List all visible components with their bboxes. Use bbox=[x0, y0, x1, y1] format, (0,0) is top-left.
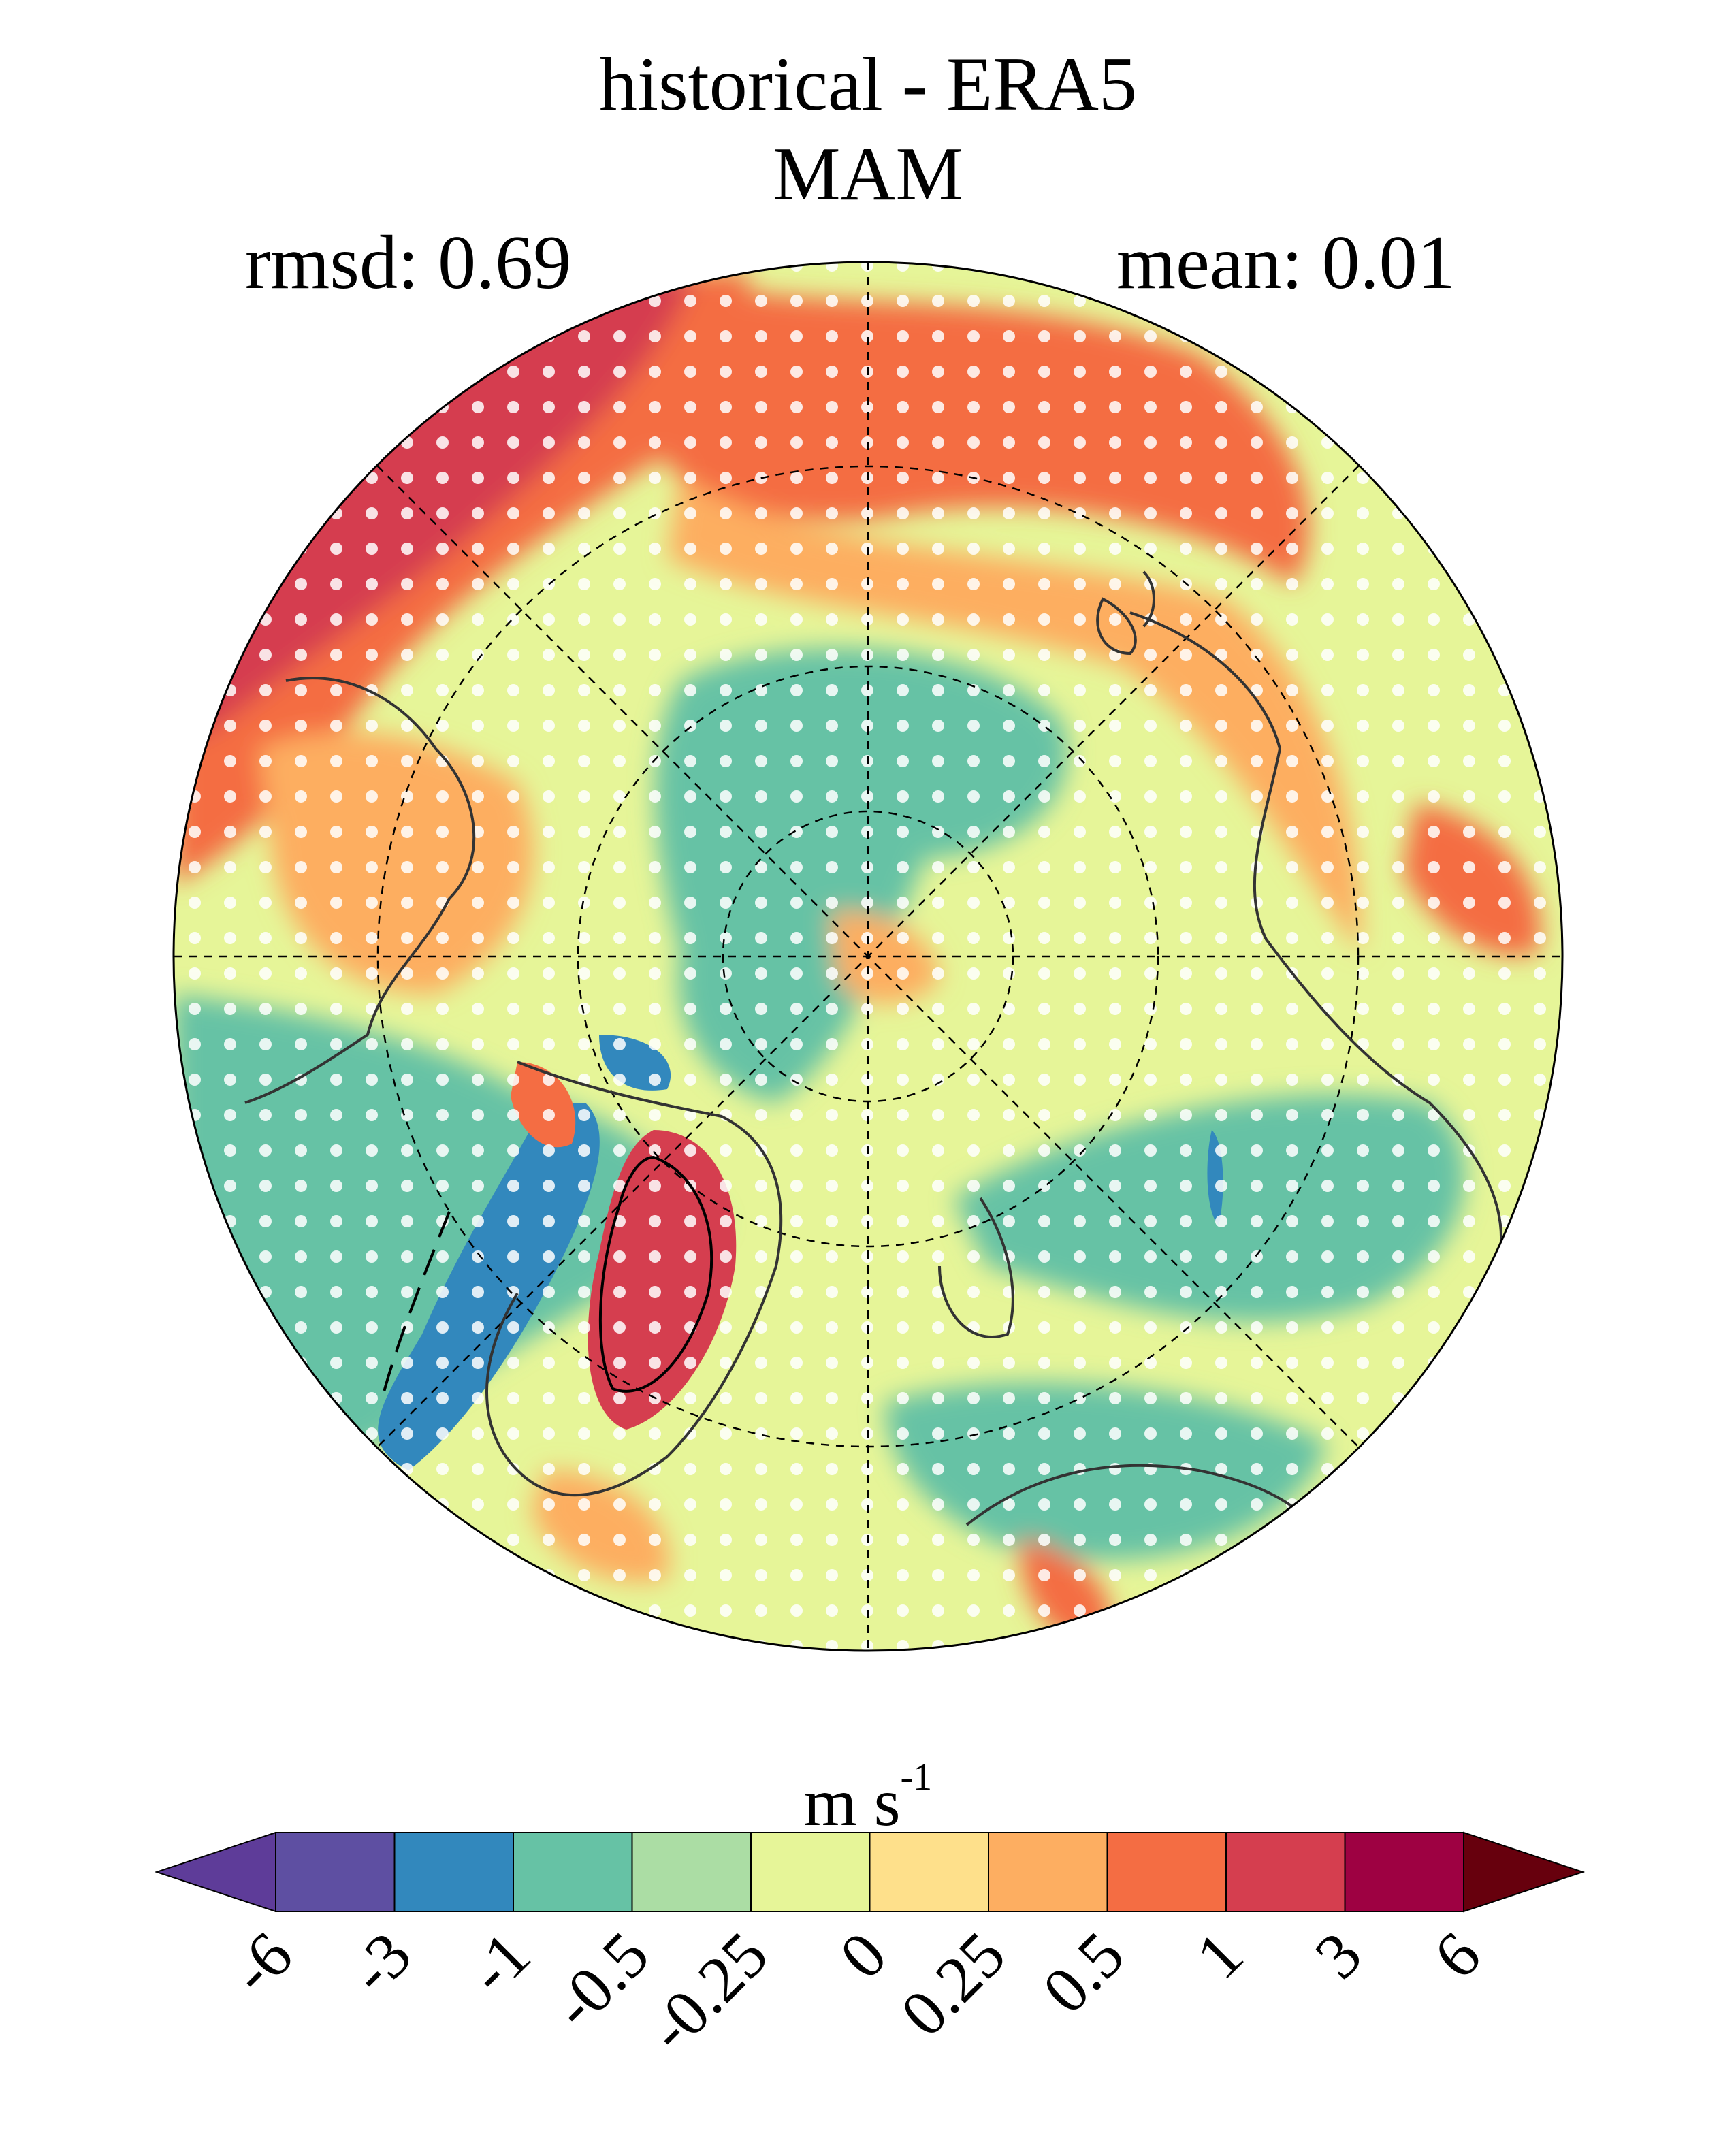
colorbar-box bbox=[513, 1832, 633, 1912]
colorbar-tick-label: -0.25 bbox=[634, 1918, 782, 2065]
map-field bbox=[174, 262, 1562, 1651]
graticule bbox=[174, 262, 1562, 1651]
colorbar-box bbox=[275, 1832, 396, 1912]
mean-label: mean: 0.01 bbox=[1116, 221, 1456, 305]
contour-dashed bbox=[380, 1211, 451, 1403]
colorbar-tick-label: -3 bbox=[335, 1918, 425, 2007]
colorbar-tick-label: 6 bbox=[1419, 1918, 1494, 1992]
colorbar-box bbox=[1225, 1832, 1346, 1912]
season-subtitle: MAM bbox=[772, 132, 964, 216]
colorbar-tick-label: 1 bbox=[1182, 1918, 1257, 1992]
units-exponent: -1 bbox=[900, 1756, 933, 1798]
colorbar-box bbox=[869, 1832, 989, 1912]
coastlines bbox=[244, 570, 1503, 1566]
colorbar-arrow-low bbox=[154, 1831, 276, 1913]
colorbar-box bbox=[988, 1832, 1108, 1912]
colorbar-arrow-high bbox=[1463, 1831, 1586, 1913]
map-title: historical - ERA5 bbox=[598, 42, 1138, 127]
colorbar-tick-label: 3 bbox=[1301, 1918, 1376, 1992]
colorbar-box bbox=[631, 1832, 752, 1912]
rmsd-label: rmsd: 0.69 bbox=[245, 221, 572, 305]
units-text: m s bbox=[803, 1764, 901, 1840]
colorbar-tick-label: 0.5 bbox=[1029, 1918, 1138, 2027]
map-boundary bbox=[172, 261, 1564, 1652]
colorbar-tick-label: -1 bbox=[454, 1918, 544, 2007]
colorbar-box bbox=[393, 1832, 514, 1912]
colorbar-box bbox=[750, 1832, 871, 1912]
contour-solid bbox=[598, 1155, 713, 1393]
colorbar-tick-label: 0.25 bbox=[886, 1918, 1018, 2050]
colorbar-tick-label: -6 bbox=[216, 1918, 306, 2007]
colorbar-units: m s-1 bbox=[0, 1758, 1736, 1837]
colorbar-box bbox=[1344, 1832, 1464, 1912]
colorbar: -6 -3 -1-0.5-0.25 00.25 0.5 1 3 6 bbox=[154, 1831, 1586, 2065]
colorbar-box bbox=[1106, 1832, 1227, 1912]
colorbar-tick-label: 0 bbox=[826, 1918, 901, 1992]
